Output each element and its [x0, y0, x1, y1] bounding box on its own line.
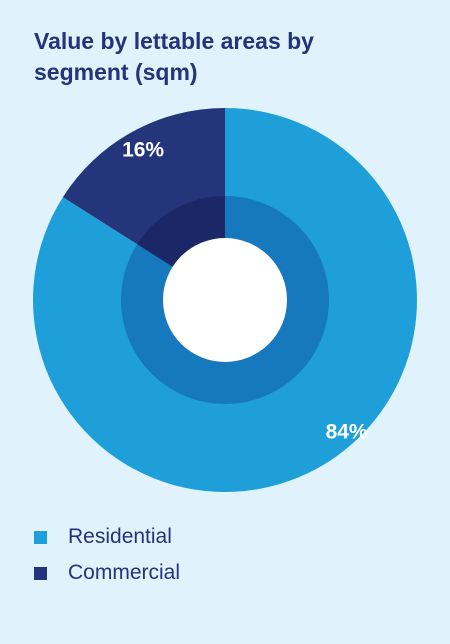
legend-item-residential[interactable]: Residential: [34, 522, 180, 552]
center-hole: [163, 238, 287, 362]
legend-swatch-commercial: [34, 566, 47, 580]
legend-label-commercial: Commercial: [68, 561, 181, 584]
chart-title: Value by lettable areas by segment (sqm): [34, 28, 314, 85]
legend: Residential Commercial: [34, 522, 180, 594]
data-label-commercial: 16%: [122, 139, 164, 162]
legend-swatch-residential: [34, 530, 47, 544]
legend-label-residential: Residential: [68, 525, 172, 548]
legend-item-commercial[interactable]: Commercial: [34, 558, 180, 588]
data-label-residential: 84%: [326, 420, 368, 443]
